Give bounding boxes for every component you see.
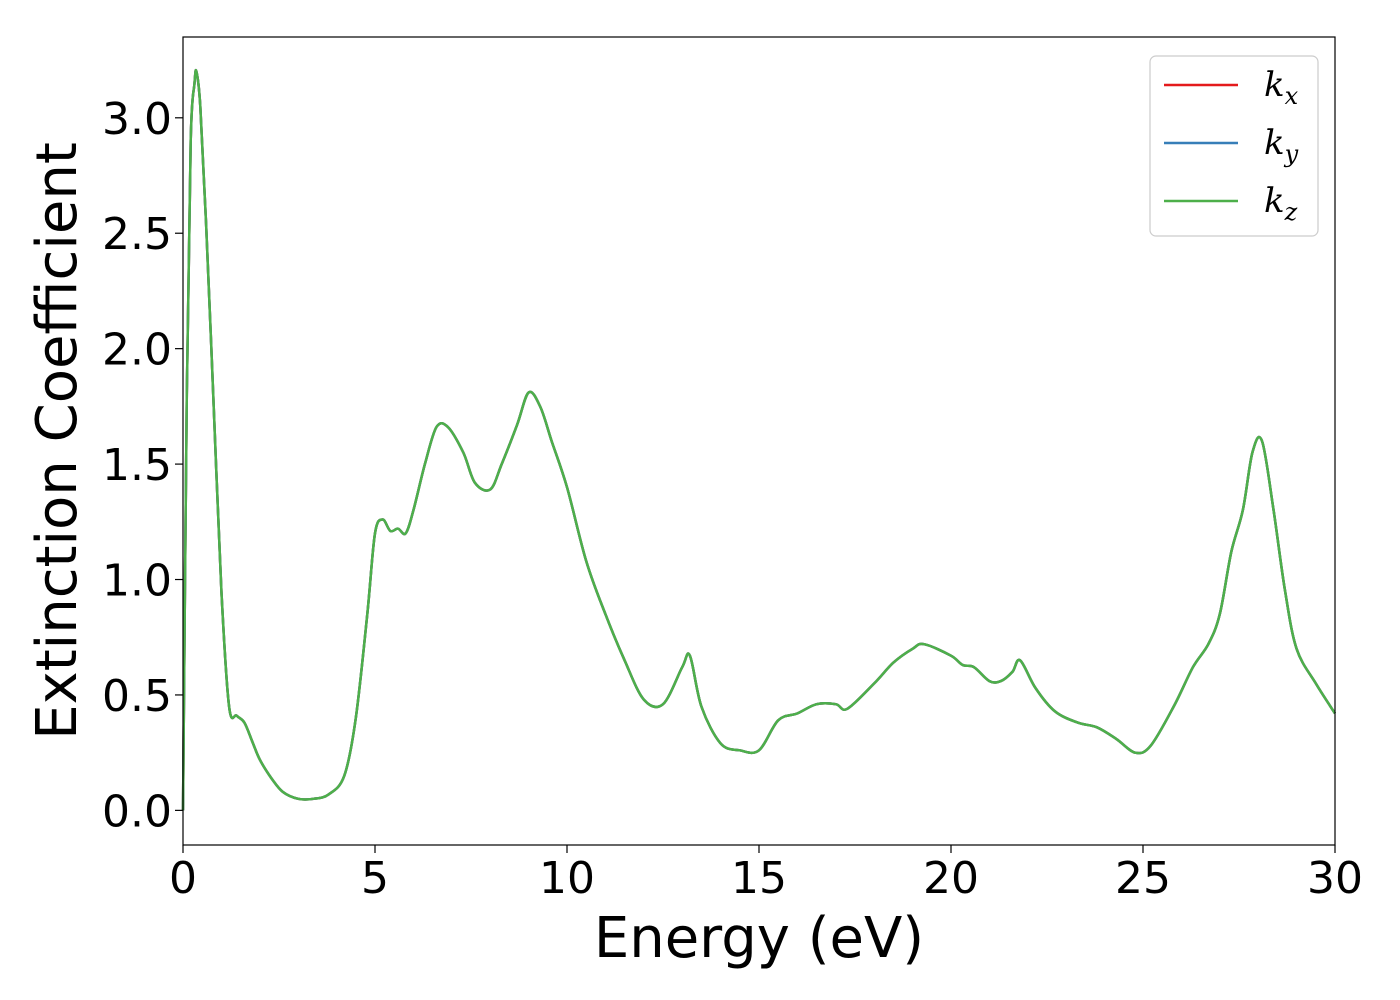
x-tick-label: 15	[731, 853, 787, 904]
x-axis-ticks: 0 5 10 15 20 25 30	[169, 845, 1363, 904]
x-tick-label: 10	[539, 853, 595, 904]
y-axis-ticks: 0.0 0.5 1.0 1.5 2.0 2.5 3.0	[102, 94, 183, 837]
x-tick-label: 20	[923, 853, 979, 904]
y-tick-label: 3.0	[102, 94, 172, 145]
x-tick-label: 0	[169, 853, 197, 904]
x-tick-label: 30	[1307, 853, 1363, 904]
y-tick-label: 1.5	[102, 440, 172, 491]
y-tick-label: 0.5	[102, 671, 172, 722]
y-tick-label: 1.0	[102, 556, 172, 607]
series-line-kz	[181, 68, 1337, 811]
y-tick-label: 0.0	[102, 786, 172, 837]
y-tick-label: 2.5	[102, 209, 172, 260]
plot-lines	[181, 68, 1337, 811]
y-axis-title: Extinction Coefficient	[25, 142, 90, 740]
x-tick-label: 25	[1115, 853, 1171, 904]
x-axis-title: Energy (eV)	[594, 906, 924, 971]
x-tick-label: 5	[361, 853, 389, 904]
legend-box	[1149, 55, 1319, 237]
y-tick-label: 2.0	[102, 325, 172, 376]
